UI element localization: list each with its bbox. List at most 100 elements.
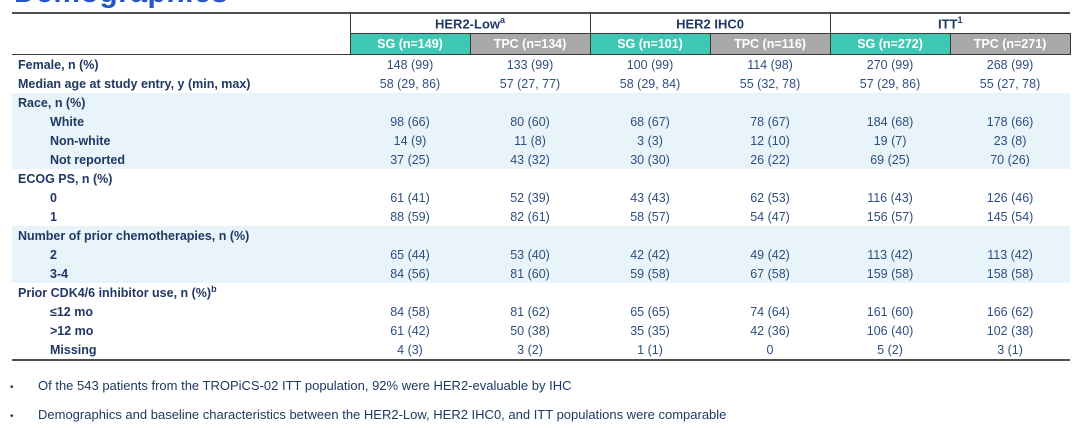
- cell-value: 61 (42): [390, 323, 430, 338]
- bullet-item: • Demographics and baseline characterist…: [10, 401, 1070, 428]
- cell-value: 81 (62): [510, 304, 550, 319]
- cell-value: 78 (67): [710, 112, 831, 131]
- cell-value: [950, 93, 1071, 112]
- group-header-her2-ihc0: HER2 IHC0: [589, 13, 831, 34]
- cell-value: 42 (36): [750, 323, 790, 338]
- cell-value: 58 (57): [630, 209, 670, 224]
- label-column-subheader: [12, 33, 351, 55]
- cell-value: [470, 93, 591, 112]
- row-label: 1: [50, 209, 57, 224]
- cell-value: 70 (26): [950, 150, 1071, 169]
- cell-value: 1 (1): [637, 342, 663, 357]
- group-label: ITT: [938, 16, 958, 32]
- row-label: Race, n (%): [12, 93, 350, 112]
- cell-value: 43 (32): [470, 150, 591, 169]
- cell-value: 54 (47): [750, 209, 790, 224]
- group-superscript: a: [500, 15, 506, 26]
- cell-value: 61 (41): [390, 190, 430, 205]
- cell-value: 81 (60): [470, 264, 591, 283]
- cell-value: [830, 93, 951, 112]
- cell-value: 102 (38): [986, 323, 1034, 338]
- cell-value: [470, 283, 590, 302]
- cell-value: 161 (60): [866, 304, 914, 319]
- demographics-table: HER2-Lowa HER2 IHC0 ITT 1 SG (n=149) TPC …: [12, 12, 1071, 361]
- cell-value: [710, 169, 830, 188]
- column-header-sg-her2low: SG (n=149): [349, 33, 471, 55]
- cell-value: [350, 93, 470, 112]
- cell-value: 106 (40): [866, 323, 914, 338]
- table-row: Median age at study entry, y (min, max) 5…: [12, 74, 1070, 93]
- cell-value: 126 (46): [986, 190, 1034, 205]
- table-row: Number of prior chemotherapies, n (%): [12, 226, 1071, 245]
- row-label: White: [12, 112, 350, 131]
- cell-value: [710, 226, 831, 245]
- cell-value: 49 (42): [710, 245, 831, 264]
- cell-value: 84 (56): [350, 264, 470, 283]
- table-row: Not reported 37 (25) 43 (32) 30 (30) 26 (22)…: [12, 150, 1071, 169]
- column-header-tpc-ihc0: TPC (n=116): [709, 33, 831, 55]
- cell-value: 88 (59): [390, 209, 430, 224]
- cell-value: 116 (43): [867, 190, 913, 205]
- cell-value: 43 (43): [630, 190, 670, 205]
- column-header-tpc-itt: TPC (n=271): [949, 33, 1071, 55]
- cell-value: 65 (44): [350, 245, 470, 264]
- cell-value: 3 (3): [590, 131, 711, 150]
- cell-value: 53 (40): [470, 245, 591, 264]
- cell-value: 35 (35): [630, 323, 670, 338]
- cell-value: 30 (30): [590, 150, 711, 169]
- page-title: Demographics: [14, 0, 1080, 9]
- table-row: Race, n (%): [12, 93, 1071, 112]
- cell-value: 57 (27, 77): [499, 76, 561, 91]
- cell-value: [350, 283, 470, 302]
- cell-value: [350, 226, 470, 245]
- row-label: Missing: [50, 342, 97, 357]
- cell-value: 65 (65): [630, 304, 670, 319]
- cell-value: 114 (98): [747, 57, 793, 72]
- cell-value: 58 (29, 86): [379, 76, 441, 91]
- cell-value: 67 (58): [710, 264, 831, 283]
- column-header-tpc-her2low: TPC (n=134): [469, 33, 591, 55]
- cell-value: 68 (67): [590, 112, 711, 131]
- cell-value: 26 (22): [710, 150, 831, 169]
- cell-value: 50 (38): [510, 323, 550, 338]
- cell-value: 19 (7): [830, 131, 951, 150]
- cell-value: 3 (2): [517, 342, 543, 357]
- slide-title-cropped: Demographics: [0, 0, 1080, 9]
- cell-value: [590, 169, 710, 188]
- cell-value: [950, 226, 1071, 245]
- cell-value: 14 (9): [350, 131, 470, 150]
- row-label: Not reported: [12, 150, 350, 169]
- cell-value: 42 (42): [590, 245, 711, 264]
- cell-value: [350, 169, 470, 188]
- table-body: Female, n (%) 148 (99) 133 (99) 100 (99) 114…: [12, 55, 1071, 361]
- table-row: ≤12 mo 84 (58) 81 (62) 65 (65) 74 (64) 161 (6…: [12, 302, 1070, 321]
- cell-value: [590, 93, 711, 112]
- group-header-her2-low: HER2-Lowa: [349, 13, 591, 34]
- table-row: Missing 4 (3) 3 (2) 1 (1) 0 5 (2) 3 (1): [12, 340, 1070, 360]
- cell-value: 23 (8): [950, 131, 1071, 150]
- table-row: >12 mo 61 (42) 50 (38) 35 (35) 42 (36) 106 (4…: [12, 321, 1070, 340]
- arm-header-row: SG (n=149) TPC (n=134) SG (n=101) TPC (n…: [12, 33, 1071, 55]
- cell-value: 100 (99): [626, 57, 674, 72]
- cell-value: 55 (27, 78): [979, 76, 1041, 91]
- cell-value: 58 (29, 84): [619, 76, 681, 91]
- cell-value: 178 (66): [950, 112, 1071, 131]
- cell-value: 156 (57): [866, 209, 914, 224]
- column-header-sg-ihc0: SG (n=101): [589, 33, 711, 55]
- cell-value: 0: [766, 342, 774, 357]
- cell-value: 55 (32, 78): [739, 76, 801, 91]
- cell-value: [590, 226, 711, 245]
- cell-value: 84 (58): [390, 304, 430, 319]
- cell-value: 5 (2): [877, 342, 903, 357]
- row-label: 2: [12, 245, 350, 264]
- cell-value: [830, 226, 951, 245]
- row-label: Non-white: [12, 131, 350, 150]
- bullet-text: Of the 543 patients from the TROPiCS-02 …: [38, 378, 572, 393]
- bullet-icon: •: [10, 382, 14, 393]
- table-row: White 98 (66) 80 (60) 68 (67) 78 (67) 184 (68…: [12, 112, 1071, 131]
- table-row: Non-white 14 (9) 11 (8) 3 (3) 12 (10) 19 (7) 2…: [12, 131, 1071, 150]
- row-label: 3-4: [12, 264, 350, 283]
- cell-value: 158 (58): [950, 264, 1071, 283]
- table-row: 1 88 (59) 82 (61) 58 (57) 54 (47) 156 (57) 145…: [12, 207, 1070, 226]
